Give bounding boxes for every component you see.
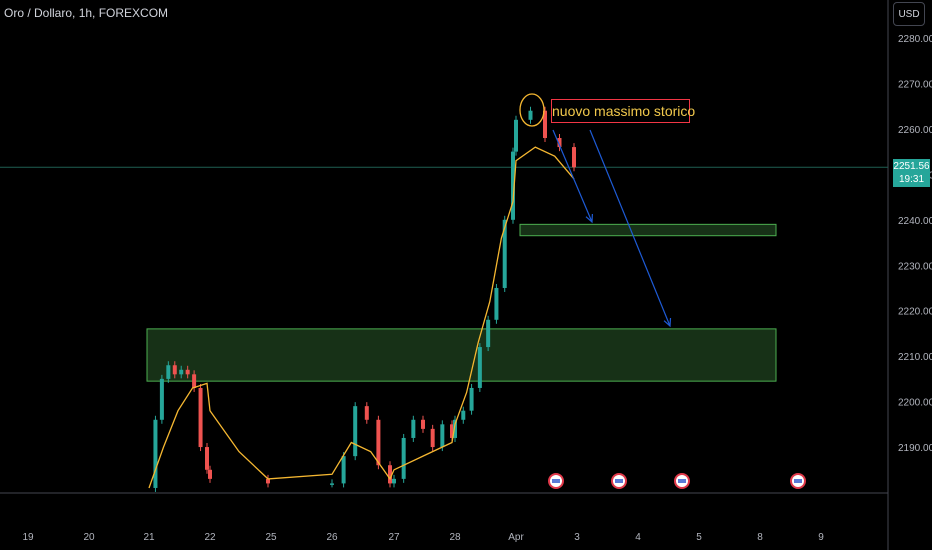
candle bbox=[159, 378, 164, 420]
candle bbox=[477, 347, 482, 388]
support-zone-2 bbox=[519, 223, 777, 237]
y-tick-label: 2210.00 bbox=[898, 352, 932, 363]
projection-arrow-head bbox=[585, 213, 593, 224]
candle bbox=[185, 369, 190, 375]
candle bbox=[494, 287, 499, 320]
y-tick-label: 2200.00 bbox=[898, 398, 932, 409]
candle bbox=[153, 419, 158, 488]
candle bbox=[430, 428, 435, 448]
candle bbox=[330, 483, 334, 485]
projection-arrow bbox=[589, 129, 671, 327]
candle bbox=[486, 319, 491, 348]
annotation-label: nuovo massimo storico bbox=[551, 99, 695, 123]
event-flag-stripe bbox=[552, 479, 560, 483]
bar-countdown: 19:31 bbox=[898, 174, 925, 185]
y-tick-label: 2260.00 bbox=[898, 125, 932, 136]
candle bbox=[411, 419, 416, 438]
candle bbox=[198, 387, 203, 448]
candle bbox=[528, 110, 533, 120]
candle bbox=[179, 369, 184, 375]
candle bbox=[511, 151, 515, 220]
candle bbox=[341, 456, 346, 484]
y-tick-label: 2220.00 bbox=[898, 307, 932, 318]
candle bbox=[208, 469, 212, 479]
support-zone-1 bbox=[146, 328, 777, 382]
x-tick-label: 21 bbox=[143, 532, 155, 543]
x-tick-label: 3 bbox=[574, 532, 580, 543]
last-price-badge: 2251.56 19:31 bbox=[893, 159, 930, 187]
x-tick-label: 28 bbox=[449, 532, 461, 543]
last-price-value: 2251.56 bbox=[893, 161, 930, 172]
candle bbox=[205, 447, 209, 470]
peak-highlight-circle bbox=[519, 93, 545, 127]
x-tick-label: 8 bbox=[757, 532, 763, 543]
candle bbox=[172, 365, 177, 375]
candle bbox=[376, 419, 381, 466]
event-flag-stripe bbox=[615, 479, 623, 483]
candle bbox=[572, 147, 576, 168]
candle bbox=[557, 137, 562, 148]
candle bbox=[192, 374, 197, 388]
candle bbox=[543, 110, 547, 138]
candle bbox=[421, 419, 425, 429]
candle bbox=[388, 465, 392, 484]
x-tick-label: 26 bbox=[326, 532, 338, 543]
symbol-header: Oro / Dollaro, 1h, FOREXCOM bbox=[4, 6, 169, 20]
currency-button[interactable]: USD bbox=[893, 2, 925, 26]
x-tick-label: 27 bbox=[388, 532, 400, 543]
candle bbox=[401, 437, 406, 479]
candle bbox=[353, 406, 358, 457]
candle bbox=[514, 119, 518, 152]
candle bbox=[461, 410, 466, 420]
candle bbox=[502, 219, 507, 288]
x-tick-label: 20 bbox=[83, 532, 95, 543]
x-tick-label: 5 bbox=[696, 532, 702, 543]
y-tick-label: 2280.00 bbox=[898, 34, 932, 45]
y-tick-label: 2230.00 bbox=[898, 261, 932, 272]
x-tick-label: 25 bbox=[265, 532, 277, 543]
event-flag-stripe bbox=[678, 479, 686, 483]
candle bbox=[364, 406, 369, 420]
projection-arrow-head bbox=[663, 317, 672, 328]
projection-arrow bbox=[552, 129, 593, 223]
event-flag-stripe bbox=[794, 479, 802, 483]
candle bbox=[440, 424, 445, 448]
x-tick-label: Apr bbox=[508, 532, 524, 543]
y-tick-label: 2270.00 bbox=[898, 79, 932, 90]
x-tick-label: 9 bbox=[818, 532, 824, 543]
y-tick-label: 2190.00 bbox=[898, 443, 932, 454]
candle bbox=[166, 365, 171, 379]
candle bbox=[450, 424, 454, 438]
moving-average-line bbox=[148, 146, 575, 489]
x-tick-label: 22 bbox=[204, 532, 216, 543]
candle bbox=[453, 419, 457, 438]
candle bbox=[469, 387, 474, 411]
x-tick-label: 4 bbox=[635, 532, 641, 543]
x-tick-label: 19 bbox=[22, 532, 34, 543]
candle bbox=[266, 478, 270, 484]
y-tick-label: 2240.00 bbox=[898, 216, 932, 227]
candle bbox=[392, 478, 396, 484]
